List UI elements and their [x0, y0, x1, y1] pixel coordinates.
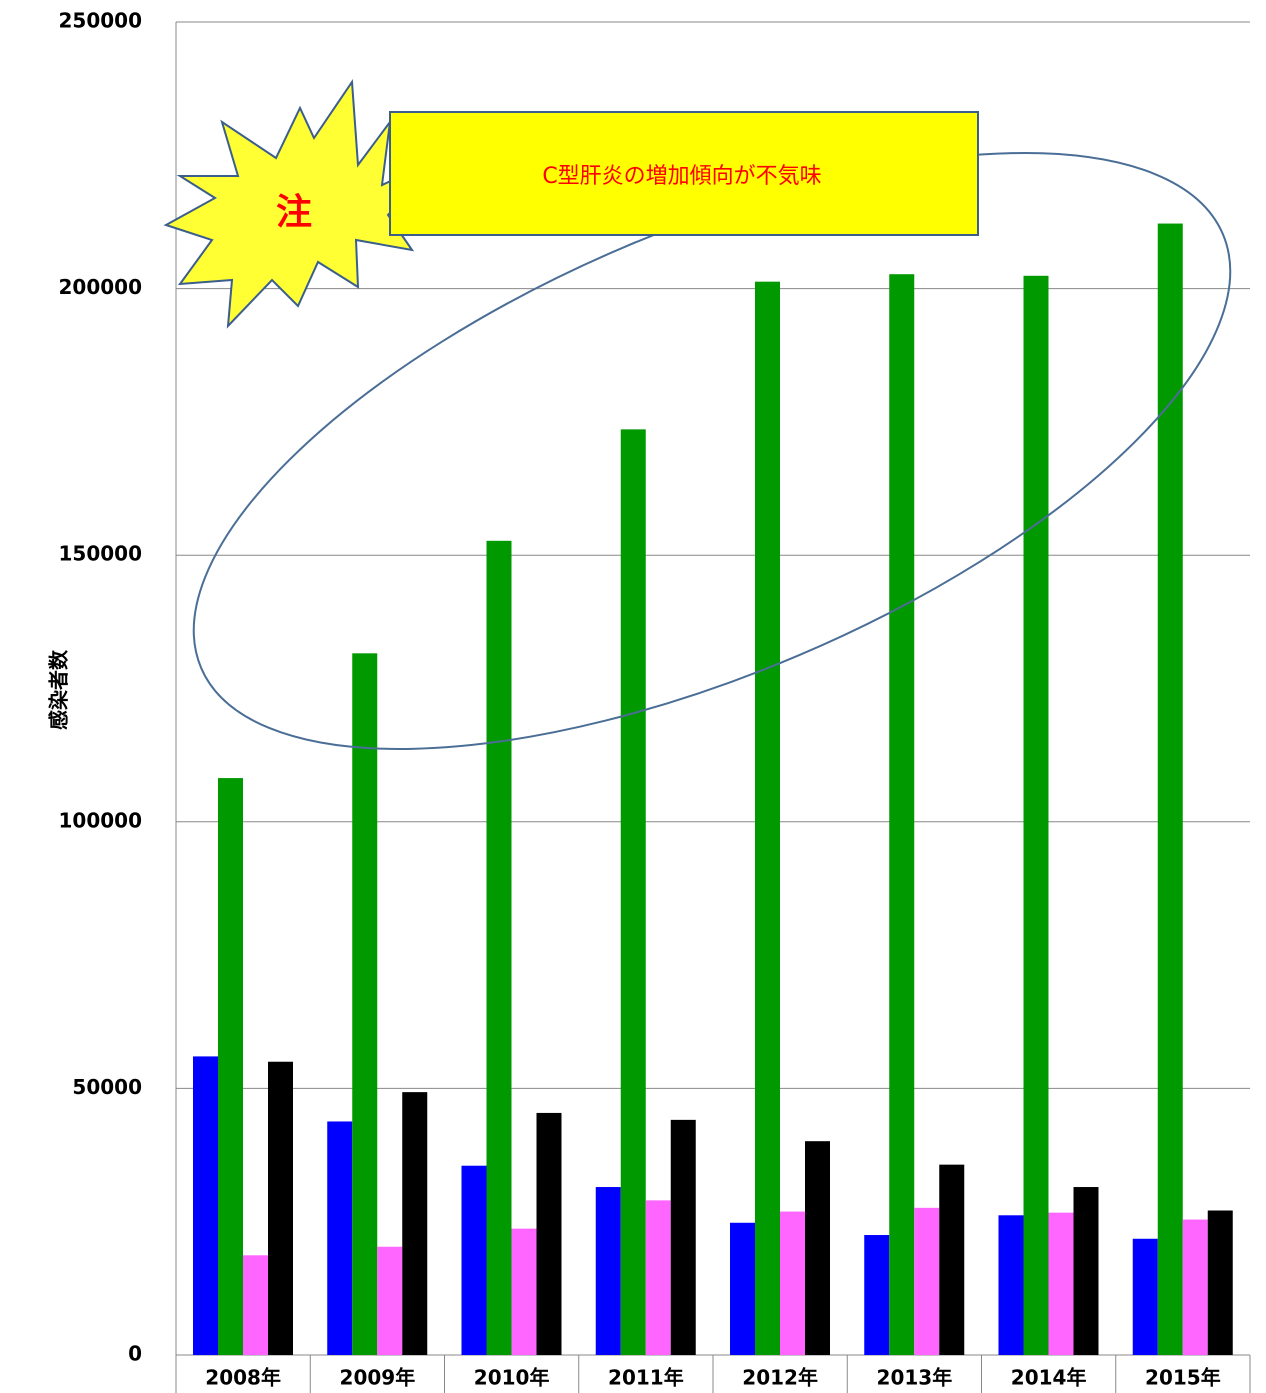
bar [461, 1165, 487, 1355]
callout-text: C型肝炎の増加傾向が不気味 [542, 164, 821, 189]
x-category-label: 2009年 [340, 1366, 416, 1390]
x-category-labels: 2008年 2009年 2010年 2011年 2012年 2013年 2014年 2015年 [175, 1355, 1251, 1393]
bar [595, 1187, 621, 1355]
bar [218, 778, 243, 1355]
bar [268, 1061, 293, 1355]
bar [864, 1235, 890, 1355]
bar [1132, 1238, 1158, 1355]
bar [1182, 1219, 1208, 1355]
bar [914, 1207, 940, 1355]
bar [645, 1200, 671, 1355]
x-category-label: 2012年 [742, 1366, 818, 1390]
bar [377, 1246, 403, 1355]
bar [352, 653, 378, 1355]
bar [243, 1255, 268, 1355]
bar [998, 1215, 1024, 1355]
bar [939, 1164, 965, 1355]
x-category-label: 2008年 [205, 1366, 281, 1390]
bar [620, 429, 646, 1355]
bar [1023, 275, 1049, 1355]
bar [805, 1141, 830, 1355]
x-category-label: 2014年 [1011, 1366, 1087, 1390]
callout-box [389, 111, 979, 236]
bar [889, 274, 915, 1355]
bar [511, 1228, 537, 1355]
y-axis-label: 感染者数 [47, 649, 71, 730]
bar [402, 1092, 428, 1355]
bar [536, 1112, 562, 1355]
bar [730, 1222, 755, 1355]
y-tick-label: 100000 [59, 808, 143, 832]
bar [1048, 1212, 1074, 1355]
bar [780, 1211, 805, 1355]
y-tick-label: 200000 [59, 275, 143, 299]
y-tick-label: 250000 [59, 9, 143, 33]
burst-label: 注 [276, 192, 312, 233]
bar [755, 281, 780, 1355]
bar [1073, 1187, 1099, 1355]
x-category-label: 2013年 [877, 1366, 953, 1390]
y-tick-label: 50000 [72, 1075, 142, 1099]
bar [670, 1119, 696, 1355]
y-tick-labels: 0 50000 100000 150000 200000 250000 [59, 9, 143, 1366]
y-tick-label: 0 [128, 1342, 142, 1366]
x-category-label: 2015年 [1145, 1366, 1221, 1390]
trend-ellipse [192, 152, 1232, 750]
y-tick-label: 150000 [59, 542, 143, 566]
bars [193, 223, 1233, 1356]
bar [193, 1056, 218, 1355]
bar [327, 1121, 353, 1355]
x-category-label: 2010年 [474, 1366, 550, 1390]
bar [1207, 1210, 1233, 1355]
bar [486, 540, 512, 1355]
x-category-label: 2011年 [608, 1366, 684, 1390]
